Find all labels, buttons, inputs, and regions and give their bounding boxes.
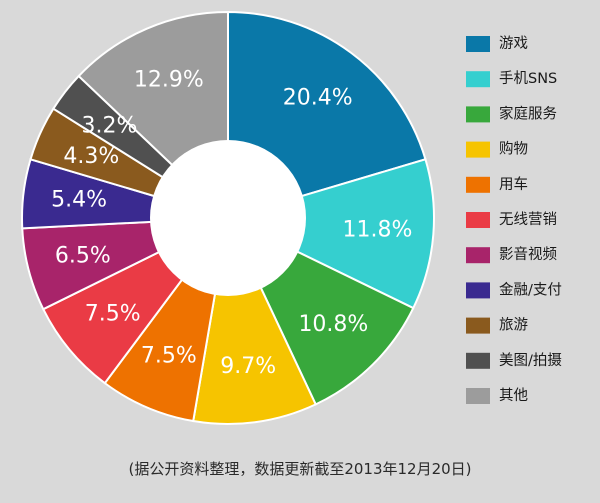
legend-swatch [466, 71, 490, 88]
legend-label: 旅游 [499, 317, 528, 334]
legend-swatch [466, 282, 490, 299]
slice-labels-group: 20.4% 11.8% 10.8% 9.7% 7.5%7.5% 6.5% 5.4% 4.3% 3… [51, 68, 412, 379]
slice-value-label: 9.7% [220, 354, 276, 379]
legend-swatch [466, 36, 490, 52]
legend-label: 美图/拍摄 [499, 352, 562, 369]
legend-swatch [466, 247, 490, 264]
slice-value-label: 6.5% [55, 243, 111, 268]
slice-value-label: 3.2% [82, 114, 138, 139]
slice-value-label: 11.8% [343, 218, 413, 243]
legend-swatch [466, 317, 490, 334]
legend-swatch [466, 352, 490, 369]
legend-swatch [466, 388, 490, 404]
legend-label: 金融/支付 [499, 281, 562, 298]
slice-value-label: 10.8% [298, 312, 368, 337]
footnote: (据公开资料整理，数据更新截至2013年12月20日) [128, 460, 472, 478]
legend-swatch [466, 212, 490, 228]
slice-value-label: 5.4% [51, 188, 107, 213]
legend-label: 手机SNS [499, 70, 557, 87]
legend-label: 游戏 [499, 35, 528, 52]
slice-value-label: 12.9% [134, 68, 204, 93]
legend-label: 其他 [499, 387, 528, 404]
donut-chart: 20.4% 11.8% 10.8% 9.7% 7.5%7.5% 6.5% 5.4% 4.3% 3… [21, 10, 562, 425]
donut-hole [150, 140, 306, 296]
legend-label: 影音视频 [499, 246, 557, 263]
legend-swatch [466, 106, 490, 123]
slice-value-label: 7.5% [85, 301, 141, 326]
slice-value-label: 7.5% [141, 343, 197, 368]
slice-value-label: 20.4% [283, 85, 353, 110]
slice-2 [225, 158, 435, 310]
legend-label: 购物 [499, 141, 528, 158]
legend-label: 家庭服务 [499, 105, 557, 122]
legend-label: 用车 [499, 176, 528, 193]
legend-swatch [466, 141, 490, 158]
legend-label: 无线营销 [499, 211, 557, 228]
slice-value-label: 4.3% [63, 144, 119, 169]
legend-swatch [466, 176, 490, 193]
